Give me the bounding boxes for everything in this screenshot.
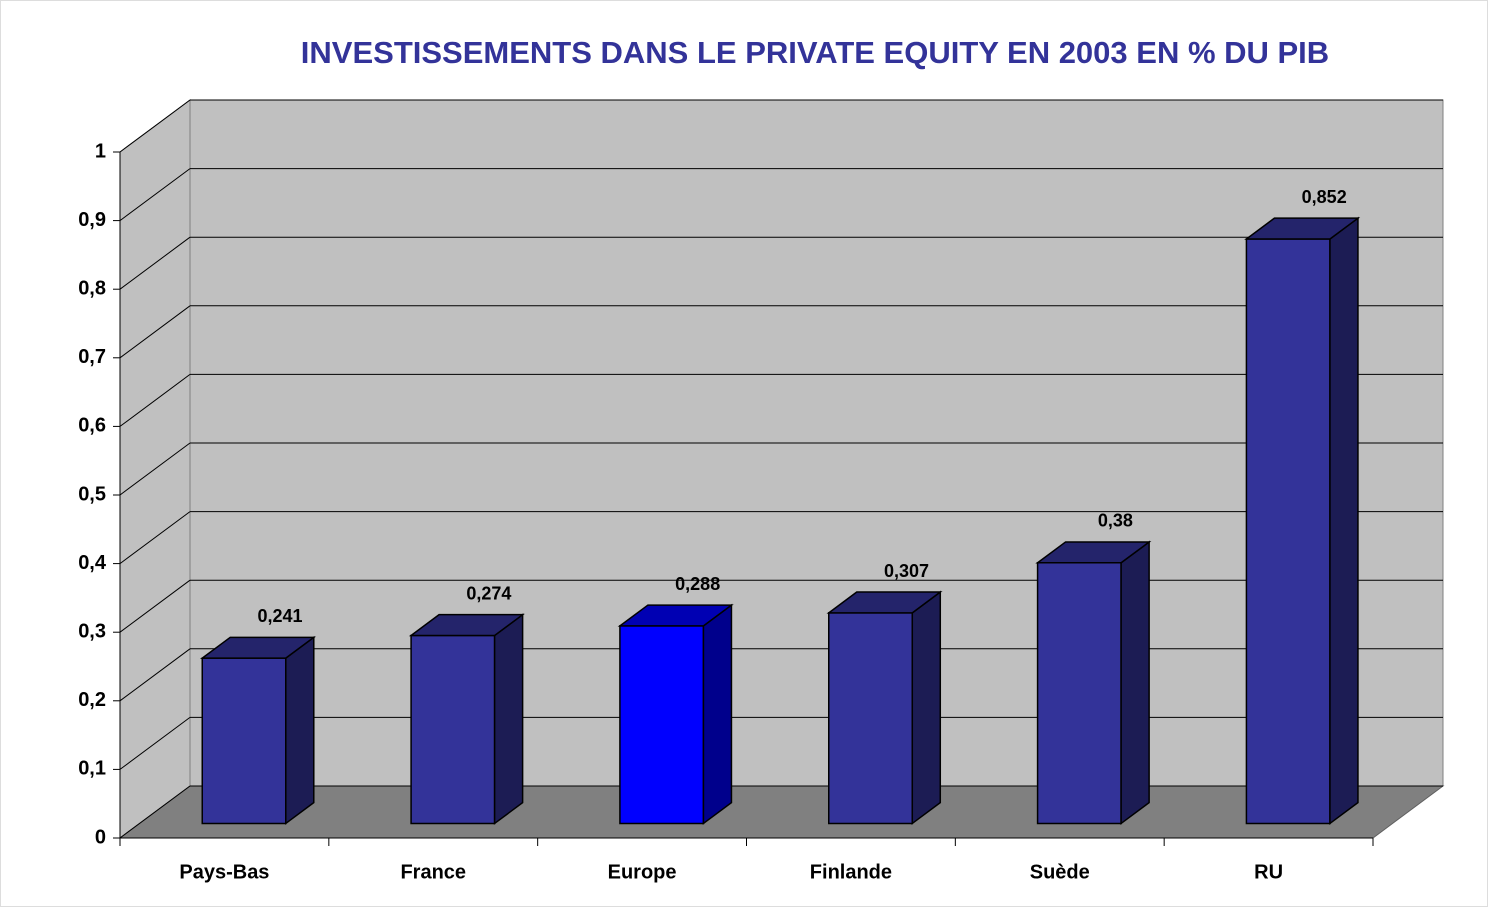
bar-top: [408, 613, 525, 637]
grid-line: [119, 579, 191, 633]
x-tick-label: Pays-Bas: [179, 861, 269, 883]
grid-line: [119, 99, 191, 153]
grid-line: [119, 785, 191, 839]
grid-line: [119, 648, 191, 702]
floor: [118, 785, 1445, 839]
y-tick-label: 0,9: [78, 209, 106, 231]
bar-top: [199, 636, 317, 659]
bar-top: [826, 591, 943, 614]
y-tick-label: 0,1: [78, 758, 106, 780]
bar: [826, 590, 943, 825]
bar-front: [410, 634, 496, 825]
bar-front: [828, 612, 914, 825]
bar-front: [201, 657, 287, 825]
grid-line: [119, 442, 191, 496]
grid-line: [119, 511, 191, 565]
bar: [1244, 216, 1361, 825]
y-tick-label: 1: [95, 140, 106, 162]
y-tick-label: 0,8: [78, 277, 106, 299]
value-label: 0,288: [675, 574, 720, 594]
bar: [199, 635, 317, 825]
bar: [408, 613, 525, 825]
grid-line: [119, 236, 191, 290]
bar-front: [619, 625, 705, 825]
grid-line: [119, 716, 191, 770]
x-tick-label: France: [400, 861, 466, 883]
bar-side: [1120, 540, 1150, 825]
bar-top: [1035, 541, 1152, 564]
y-tick-label: 0,7: [78, 346, 106, 368]
bar-side: [911, 590, 942, 825]
bar-side: [493, 613, 524, 825]
bar-top: [1244, 217, 1361, 240]
chart-title: INVESTISSEMENTS DANS LE PRIVATE EQUITY E…: [301, 35, 1329, 70]
bar-front: [1036, 562, 1122, 825]
value-label: 0,38: [1098, 511, 1133, 531]
value-label: 0,241: [257, 606, 302, 626]
x-tick-label: Suède: [1030, 861, 1090, 883]
y-tick-label: 0,2: [78, 689, 106, 711]
bar-side: [702, 603, 733, 825]
x-tick-label: Europe: [608, 861, 677, 883]
grid-line: [119, 305, 191, 359]
bar: [617, 603, 734, 825]
value-label: 0,274: [466, 583, 511, 603]
bar-front: [1245, 238, 1331, 825]
grid-line: [119, 168, 191, 222]
x-tick-label: Finlande: [810, 861, 892, 883]
y-tick-label: 0,3: [78, 620, 106, 642]
bar: [1035, 540, 1152, 825]
y-tick-label: 0,4: [78, 552, 107, 574]
value-label: 0,852: [1302, 187, 1347, 207]
value-label: 0,307: [884, 561, 929, 581]
bar-top: [617, 604, 734, 627]
bar-side: [1329, 216, 1359, 825]
y-tick-label: 0,6: [78, 415, 106, 437]
grid-line: [119, 373, 191, 427]
bar-side: [285, 635, 315, 825]
y-tick-label: 0: [95, 826, 106, 848]
y-tick-label: 0,5: [78, 483, 106, 505]
x-tick-label: RU: [1254, 861, 1283, 883]
